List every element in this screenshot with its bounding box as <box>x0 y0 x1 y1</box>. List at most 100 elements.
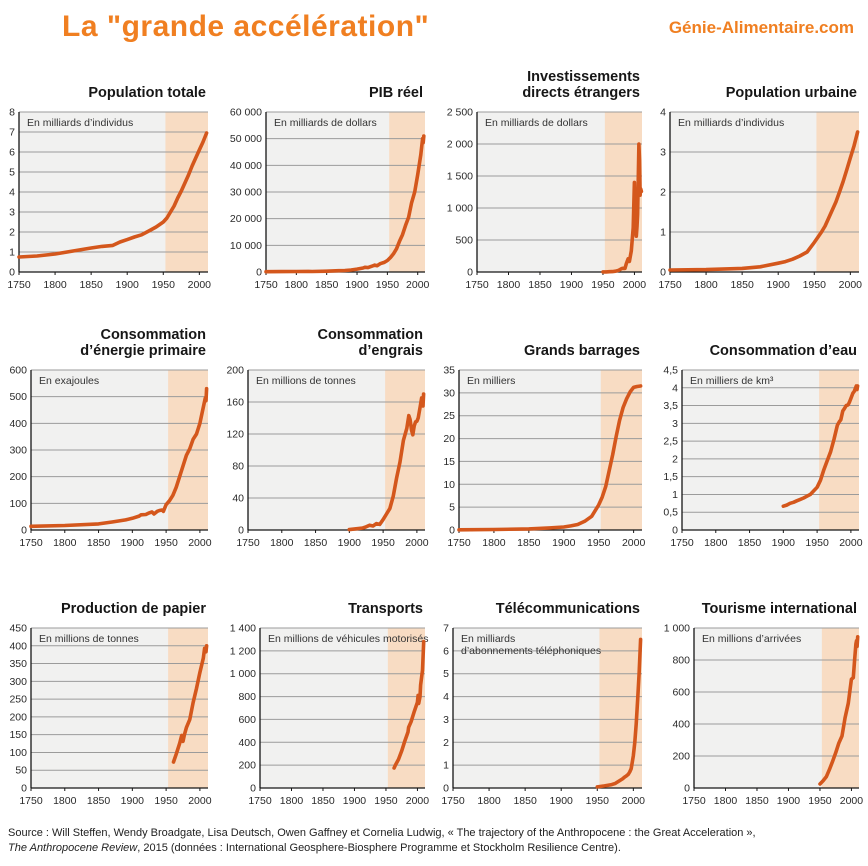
x-tick-label: 1800 <box>285 279 309 291</box>
y-tick-label: 3 <box>9 207 15 219</box>
y-tick-label: 20 000 <box>230 213 262 225</box>
x-tick-label: 1800 <box>270 537 294 549</box>
x-tick-label: 1900 <box>343 795 367 807</box>
source-journal: The Anthropocene Review <box>8 842 138 855</box>
chart-plot: 0 200 400 600 800 1 000 1 200 1 400 1750 1800 1850… <box>230 623 429 808</box>
y-tick-label: 2 <box>672 453 678 465</box>
acceleration-band <box>599 628 642 788</box>
y-tick-label: 0 <box>21 525 27 537</box>
y-tick-label: 200 <box>238 760 256 772</box>
unit-label: En milliards d’individus <box>27 117 133 129</box>
x-tick-label: 1900 <box>338 537 362 549</box>
x-tick-label: 1750 <box>670 537 694 549</box>
data-line <box>781 384 860 508</box>
x-tick-label: 1850 <box>87 795 111 807</box>
y-tick-label: 20 <box>443 433 455 445</box>
x-tick-label: 1900 <box>777 795 801 807</box>
chart-title: Population totale <box>88 85 206 102</box>
x-tick-label: 2000 <box>623 279 646 291</box>
chart-title: Population urbaine <box>725 85 857 102</box>
chart-cell-consommation-eau: Consommation d’eau 0 0,5 1 1,5 2 2,5 3 3,5 4 4,5 1… <box>651 324 868 558</box>
x-tick-label: 1900 <box>345 279 369 291</box>
x-tick-label: 2000 <box>188 537 212 549</box>
x-tick-label: 1750 <box>7 279 31 291</box>
chart-title: PIB réel <box>369 85 423 102</box>
chart-title: Consommation d’engrais <box>317 326 423 360</box>
page-header: La "grande accélération" Génie-Alimentai… <box>0 0 868 64</box>
y-tick-label: 0 <box>9 267 15 279</box>
x-tick-label: 1750 <box>465 279 489 291</box>
x-tick-label: 1900 <box>560 279 584 291</box>
chart-title: Investissements directs étrangers <box>522 68 640 102</box>
unit-label: En milliards de dollars <box>485 117 588 129</box>
y-tick-label: 60 000 <box>230 107 262 119</box>
y-tick-label: 0 <box>684 783 690 795</box>
y-tick-label: 30 000 <box>230 187 262 199</box>
x-tick-label: 1800 <box>482 537 506 549</box>
data-line <box>818 635 860 786</box>
source-line1: Source : Will Steffen, Wendy Broadgate, … <box>8 827 756 839</box>
data-line <box>17 131 209 259</box>
unit-label: d’abonnements téléphoniques <box>461 645 601 657</box>
unit-label: En millions d’arrivées <box>702 633 801 645</box>
y-tick-label: 2 000 <box>447 139 473 151</box>
x-tick-label: 1850 <box>87 537 111 549</box>
x-tick-label: 1950 <box>586 795 610 807</box>
y-tick-label: 25 <box>443 410 455 422</box>
y-tick-label: 200 <box>9 711 27 723</box>
y-tick-label: 4 <box>9 187 15 199</box>
chart-cell-production-papier: Production de papier 0 50 100 150 200 250 300 3… <box>0 582 217 816</box>
x-tick-label: 1950 <box>154 795 178 807</box>
data-line <box>392 639 426 770</box>
x-tick-label: 1750 <box>254 279 278 291</box>
y-tick-label: 200 <box>9 471 27 483</box>
y-tick-label: 1 000 <box>230 668 256 680</box>
x-tick-label: 1900 <box>121 537 145 549</box>
x-tick-label: 2000 <box>406 279 429 291</box>
y-tick-label: 150 <box>9 729 27 741</box>
y-tick-label: 50 <box>15 765 27 777</box>
x-tick-label: 1850 <box>79 279 103 291</box>
y-tick-label: 100 <box>9 747 27 759</box>
chart-plot: 0 50 100 150 200 250 300 350 400 450 1750 1800 1850 1… <box>9 623 212 808</box>
y-tick-label: 35 <box>443 365 455 377</box>
x-tick-label: 2000 <box>839 279 863 291</box>
y-tick-label: 1,5 <box>663 471 678 483</box>
x-tick-label: 1800 <box>694 279 718 291</box>
x-tick-label: 1950 <box>152 279 176 291</box>
y-tick-label: 5 <box>9 167 15 179</box>
page-title: La "grande accélération" <box>62 10 430 43</box>
acceleration-band <box>387 628 425 788</box>
x-tick-label: 1750 <box>658 279 682 291</box>
x-tick-label: 1750 <box>682 795 706 807</box>
chart-cell-energie-primaire: Consommation d’énergie primaire 0 100 200 3… <box>0 324 217 558</box>
y-tick-label: 160 <box>226 397 244 409</box>
y-tick-label: 4 <box>443 691 449 703</box>
chart-plot: 0 0,5 1 1,5 2 2,5 3 3,5 4 4,5 1750 1800 1850 1900 1950… <box>663 365 863 550</box>
x-tick-label: 1800 <box>497 279 521 291</box>
data-line <box>601 142 644 274</box>
unit-label: En milliers <box>467 375 515 387</box>
chart-plot: 0 1 2 3 4 5 6 7 8 1750 1800 1850 1900 1950 2000 En mill… <box>7 107 211 292</box>
x-tick-label: 1800 <box>477 795 501 807</box>
chart-cell-grands-barrages: Grands barrages 0 5 10 15 20 25 30 35 1750 1800 18… <box>434 324 651 558</box>
y-tick-label: 8 <box>9 107 15 119</box>
chart-plot: 0 100 200 300 400 500 600 1750 1800 1850 1900 1950 2… <box>9 365 212 550</box>
x-tick-label: 2000 <box>839 537 863 549</box>
y-tick-label: 0 <box>238 525 244 537</box>
chart-cell-telecommunications: Télécommunications 0 1 2 3 4 5 6 7 1750 1800 1850 1… <box>434 582 651 816</box>
y-tick-label: 10 000 <box>230 240 262 252</box>
chart-cell-pib-reel: PIB réel 0 10 000 20 000 30 000 40 000 50 000… <box>217 66 434 300</box>
acceleration-band <box>600 370 642 530</box>
x-tick-label: 2000 <box>188 795 212 807</box>
x-tick-label: 1900 <box>550 795 574 807</box>
x-tick-label: 1750 <box>19 795 43 807</box>
y-tick-label: 400 <box>672 719 690 731</box>
chart-title: Consommation d’énergie primaire <box>80 326 206 360</box>
y-tick-label: 80 <box>232 461 244 473</box>
y-tick-label: 1 <box>660 227 666 239</box>
y-tick-label: 15 <box>443 456 455 468</box>
y-tick-label: 0 <box>672 525 678 537</box>
x-tick-label: 2000 <box>405 537 429 549</box>
y-tick-label: 1 200 <box>230 645 256 657</box>
